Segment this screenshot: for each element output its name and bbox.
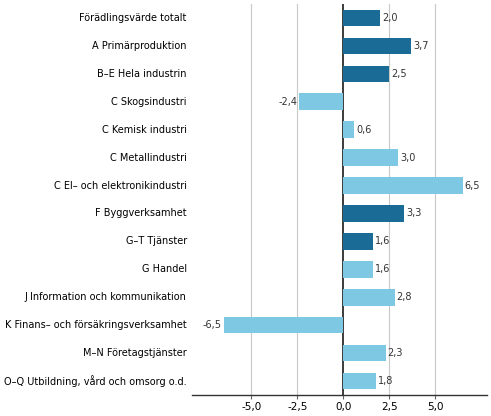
Text: 2,3: 2,3: [387, 348, 403, 358]
Text: 1,6: 1,6: [375, 264, 390, 274]
Text: 1,8: 1,8: [378, 376, 394, 386]
Bar: [343, 261, 373, 277]
Bar: [343, 289, 395, 306]
Bar: [343, 38, 411, 54]
Text: 3,3: 3,3: [406, 208, 421, 218]
Text: 0,6: 0,6: [356, 125, 372, 135]
Text: 3,0: 3,0: [400, 153, 416, 163]
Text: 6,5: 6,5: [465, 181, 480, 191]
Bar: [223, 317, 343, 334]
Bar: [343, 177, 463, 194]
Text: 2,5: 2,5: [391, 69, 407, 79]
Bar: [343, 121, 355, 138]
Text: 2,8: 2,8: [397, 292, 412, 302]
Text: 3,7: 3,7: [413, 41, 429, 51]
Text: -2,4: -2,4: [278, 97, 297, 107]
Text: -6,5: -6,5: [203, 320, 222, 330]
Bar: [299, 94, 343, 110]
Bar: [343, 149, 399, 166]
Bar: [343, 205, 404, 222]
Bar: [343, 344, 385, 362]
Bar: [343, 233, 373, 250]
Text: 2,0: 2,0: [382, 13, 397, 23]
Bar: [343, 66, 389, 82]
Text: 1,6: 1,6: [375, 236, 390, 246]
Bar: [343, 10, 380, 27]
Bar: [343, 373, 377, 389]
